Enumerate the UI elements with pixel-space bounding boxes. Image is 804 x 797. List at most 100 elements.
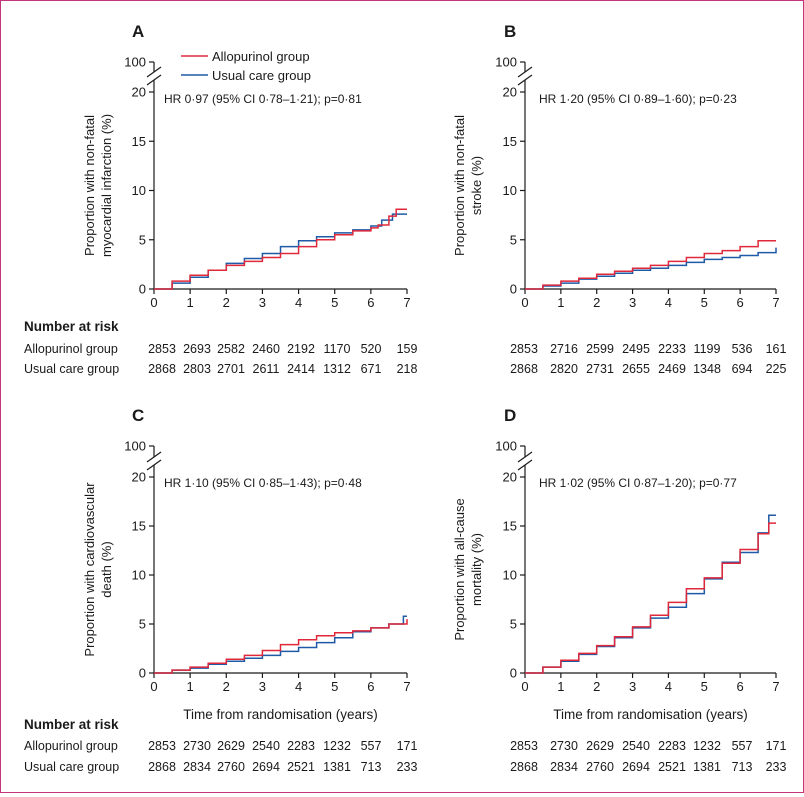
risk-value-usual-care: 2414 bbox=[287, 362, 315, 376]
axis-break-mark bbox=[146, 459, 162, 471]
panel-letter: B bbox=[504, 22, 516, 41]
y-axis-title-line: stroke (%) bbox=[469, 156, 484, 215]
series-allopurinol bbox=[525, 239, 776, 290]
x-tick-label: 5 bbox=[331, 679, 338, 694]
y-axis-title: Proportion with all-cause mortality (%) bbox=[452, 498, 484, 640]
x-tick-label: 0 bbox=[150, 679, 157, 694]
risk-value-usual-care: 2694 bbox=[252, 760, 280, 774]
x-tick-label: 0 bbox=[150, 295, 157, 310]
axis-break-mark bbox=[517, 74, 533, 86]
x-tick-label: 6 bbox=[737, 295, 744, 310]
y-tick-label-100: 100 bbox=[124, 439, 146, 454]
risk-value-usual-care: 713 bbox=[361, 760, 382, 774]
y-tick-label: 0 bbox=[139, 666, 146, 681]
y-tick-label: 5 bbox=[510, 617, 517, 632]
x-tick-label: 6 bbox=[737, 679, 744, 694]
risk-value-allopurinol: 1199 bbox=[694, 342, 721, 356]
risk-value-usual-care: 671 bbox=[361, 362, 382, 376]
risk-value-usual-care: 225 bbox=[766, 362, 787, 376]
risk-value-usual-care: 218 bbox=[397, 362, 418, 376]
risk-value-usual-care: 2868 bbox=[148, 760, 176, 774]
risk-value-allopurinol: 171 bbox=[766, 739, 787, 753]
y-tick-label: 15 bbox=[132, 134, 146, 149]
axis-break-mark bbox=[146, 451, 162, 463]
y-tick-label: 20 bbox=[503, 85, 517, 100]
x-axis-title: Time from randomisation (years) bbox=[183, 707, 378, 722]
risk-value-allopurinol: 2540 bbox=[622, 739, 650, 753]
risk-value-usual-care: 233 bbox=[397, 760, 418, 774]
hazard-ratio-annotation: HR 1·20 (95% CI 0·89–1·60); p=0·23 bbox=[539, 92, 737, 106]
risk-value-usual-care: 1312 bbox=[323, 362, 351, 376]
y-tick-label-100: 100 bbox=[124, 55, 146, 70]
y-tick-label: 0 bbox=[510, 282, 517, 297]
y-tick-label: 10 bbox=[503, 568, 517, 583]
x-tick-label: 7 bbox=[403, 295, 410, 310]
risk-value-allopurinol: 2853 bbox=[510, 342, 538, 356]
risk-value-allopurinol: 2233 bbox=[658, 342, 686, 356]
y-tick-label: 15 bbox=[132, 519, 146, 534]
risk-value-usual-care: 2694 bbox=[622, 760, 650, 774]
panel-letter: D bbox=[504, 406, 516, 425]
x-tick-label: 3 bbox=[259, 679, 266, 694]
series-allopurinol bbox=[154, 619, 408, 674]
risk-value-allopurinol: 2495 bbox=[622, 342, 650, 356]
y-axis-title-line: mortality (%) bbox=[469, 533, 484, 606]
risk-value-usual-care: 2868 bbox=[510, 362, 538, 376]
axis-break-mark bbox=[517, 451, 533, 463]
x-tick-label: 6 bbox=[367, 295, 374, 310]
risk-value-allopurinol: 2853 bbox=[510, 739, 538, 753]
x-tick-label: 0 bbox=[521, 679, 528, 694]
x-tick-label: 7 bbox=[403, 679, 410, 694]
risk-row-label-usual-care: Usual care group bbox=[24, 362, 119, 376]
risk-value-usual-care: 2760 bbox=[586, 760, 614, 774]
risk-row-label-usual-care: Usual care group bbox=[24, 760, 119, 774]
x-tick-label: 0 bbox=[521, 295, 528, 310]
y-axis-title-line: Proportion with all-cause bbox=[452, 498, 467, 640]
risk-value-usual-care: 2760 bbox=[217, 760, 245, 774]
x-tick-label: 3 bbox=[629, 295, 636, 310]
panel-a: A 0 5 10 15 20 100 0 1 2 3 4 5 6 7 Proportion with non-… bbox=[24, 22, 417, 376]
y-tick-label: 5 bbox=[139, 617, 146, 632]
y-axis-title-line: Proportion with non-fatal bbox=[452, 115, 467, 256]
risk-value-usual-care: 694 bbox=[732, 362, 753, 376]
risk-value-allopurinol: 2716 bbox=[550, 342, 578, 356]
y-axis-title: Proportion with non-fatal myocardial infa… bbox=[82, 114, 114, 257]
risk-value-allopurinol: 2629 bbox=[217, 739, 245, 753]
series-allopurinol bbox=[154, 208, 407, 290]
legend-label-allopurinol: Allopurinol group bbox=[212, 49, 310, 64]
x-tick-label: 2 bbox=[223, 295, 230, 310]
x-tick-label: 3 bbox=[629, 679, 636, 694]
y-tick-label: 20 bbox=[132, 85, 146, 100]
risk-value-usual-care: 2803 bbox=[183, 362, 211, 376]
risk-value-usual-care: 2834 bbox=[183, 760, 211, 774]
risk-value-allopurinol: 520 bbox=[361, 342, 382, 356]
risk-row-label-allopurinol: Allopurinol group bbox=[24, 739, 118, 753]
series-usual-care bbox=[154, 213, 407, 290]
risk-value-allopurinol: 171 bbox=[397, 739, 418, 753]
risk-value-allopurinol: 1232 bbox=[323, 739, 351, 753]
y-axis-title-line: Proportion with cardiovascular bbox=[82, 482, 97, 657]
risk-value-usual-care: 2469 bbox=[658, 362, 686, 376]
hazard-ratio-annotation: HR 1·10 (95% CI 0·85–1·43); p=0·48 bbox=[164, 476, 362, 490]
risk-value-allopurinol: 1170 bbox=[324, 342, 351, 356]
y-tick-label: 15 bbox=[503, 134, 517, 149]
risk-value-usual-care: 2868 bbox=[510, 760, 538, 774]
risk-value-usual-care: 2834 bbox=[550, 760, 578, 774]
risk-value-usual-care: 2611 bbox=[253, 362, 280, 376]
risk-value-usual-care: 2820 bbox=[550, 362, 578, 376]
risk-value-allopurinol: 2730 bbox=[183, 739, 211, 753]
panel-d: D 0 5 10 15 20 100 0 1 2 3 4 5 6 7 Proportion with all-… bbox=[452, 406, 786, 774]
risk-table-header: Number at risk bbox=[24, 319, 119, 334]
axis-break-mark bbox=[517, 459, 533, 471]
hazard-ratio-annotation: HR 1·02 (95% CI 0·87–1·20); p=0·77 bbox=[539, 476, 737, 490]
panel-c: C 0 5 10 15 20 100 0 1 2 3 4 5 6 7 Proportion with card… bbox=[24, 406, 417, 774]
risk-value-usual-care: 2521 bbox=[287, 760, 315, 774]
legend: Allopurinol group Usual care group bbox=[181, 49, 311, 83]
risk-value-allopurinol: 2192 bbox=[287, 342, 315, 356]
risk-value-usual-care: 2731 bbox=[586, 362, 614, 376]
risk-value-allopurinol: 2283 bbox=[658, 739, 686, 753]
y-tick-label: 10 bbox=[503, 183, 517, 198]
y-tick-label: 5 bbox=[139, 232, 146, 247]
x-tick-label: 5 bbox=[701, 679, 708, 694]
